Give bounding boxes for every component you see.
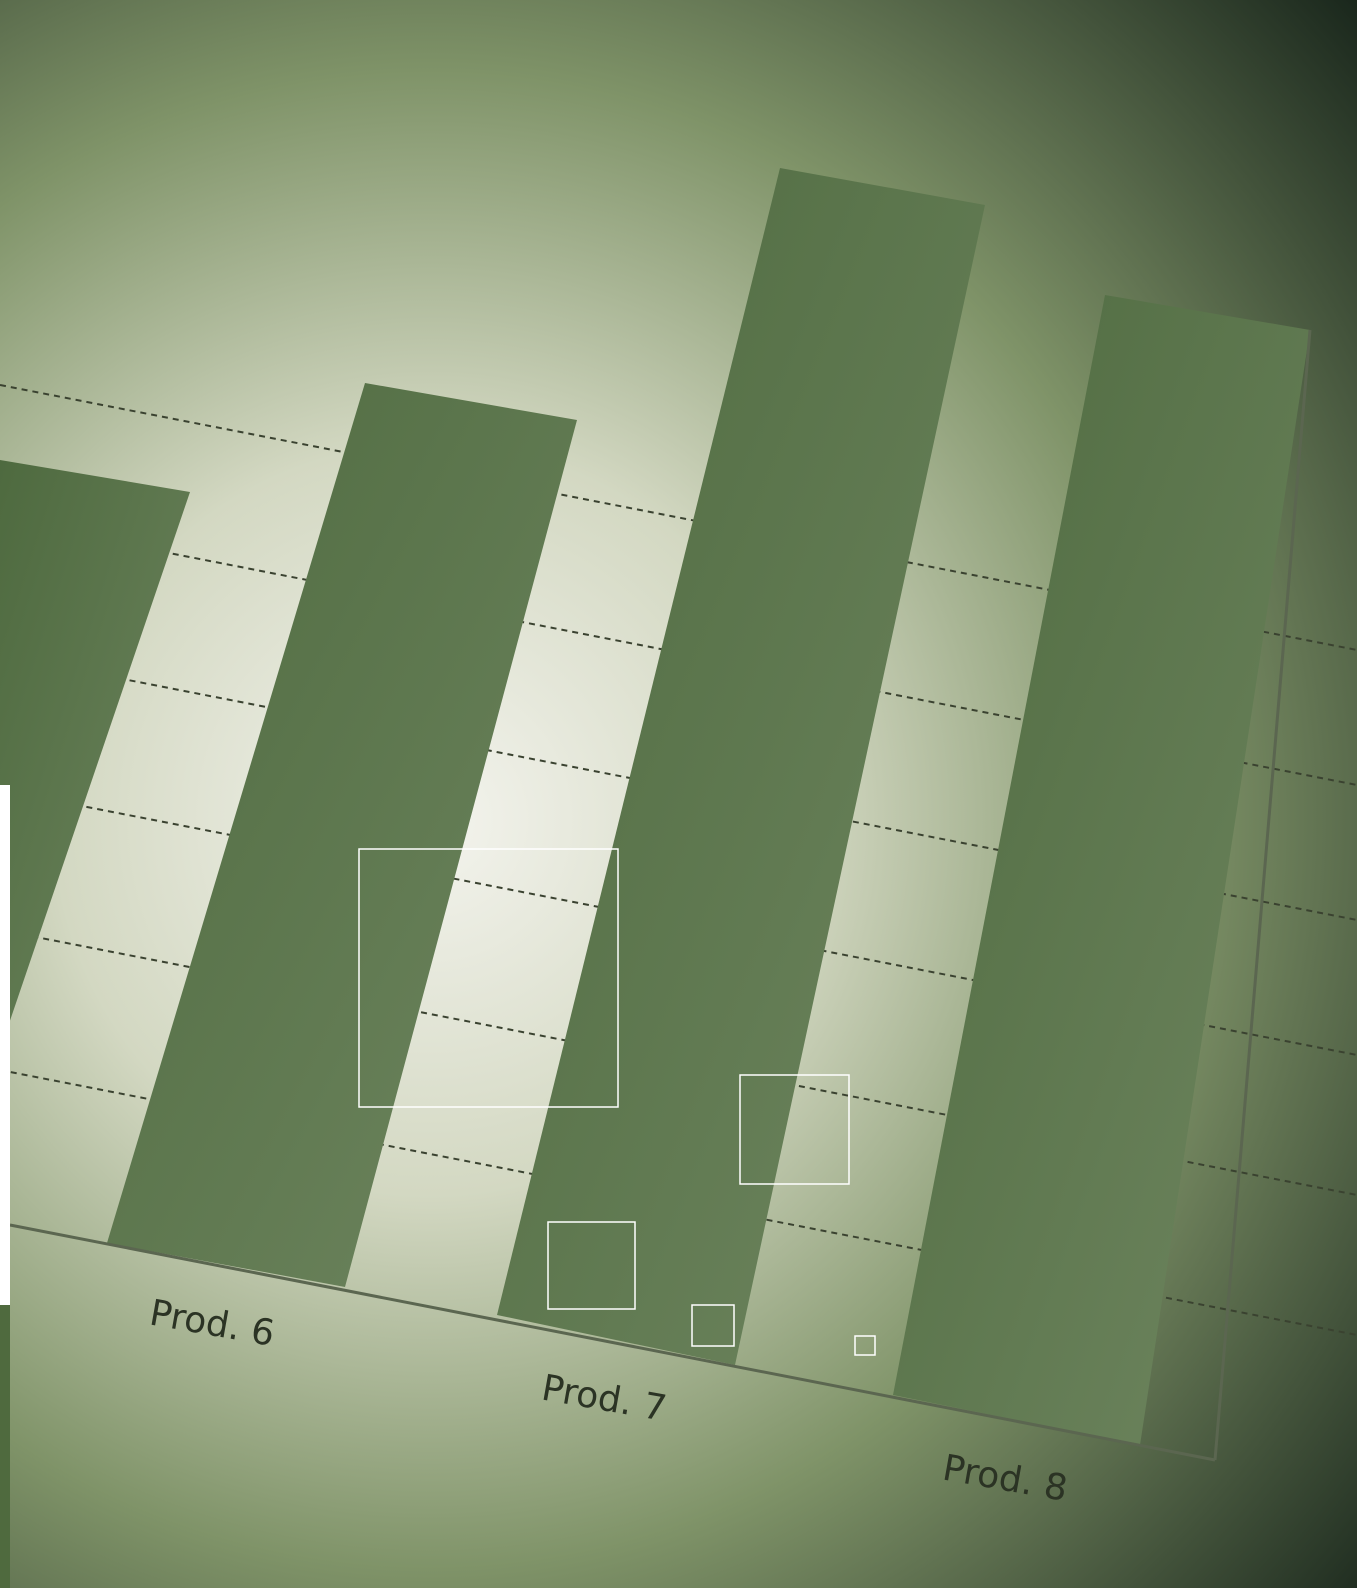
overlay-square — [358, 848, 619, 1108]
overlay-square — [547, 1221, 636, 1310]
bar-shape — [0, 460, 190, 1050]
bars — [0, 168, 1310, 1445]
bar-shape — [893, 295, 1310, 1445]
overlay-square — [691, 1304, 735, 1347]
overlay-squares — [358, 848, 876, 1356]
overlay-square — [739, 1074, 850, 1185]
bar-shape — [107, 383, 577, 1287]
bar-shape — [497, 168, 985, 1365]
baseline — [9, 1223, 1216, 1462]
side-strip — [0, 785, 10, 1305]
axis-line — [1213, 329, 1312, 1461]
side-strip — [0, 1305, 10, 1588]
overlay-square — [854, 1335, 876, 1356]
